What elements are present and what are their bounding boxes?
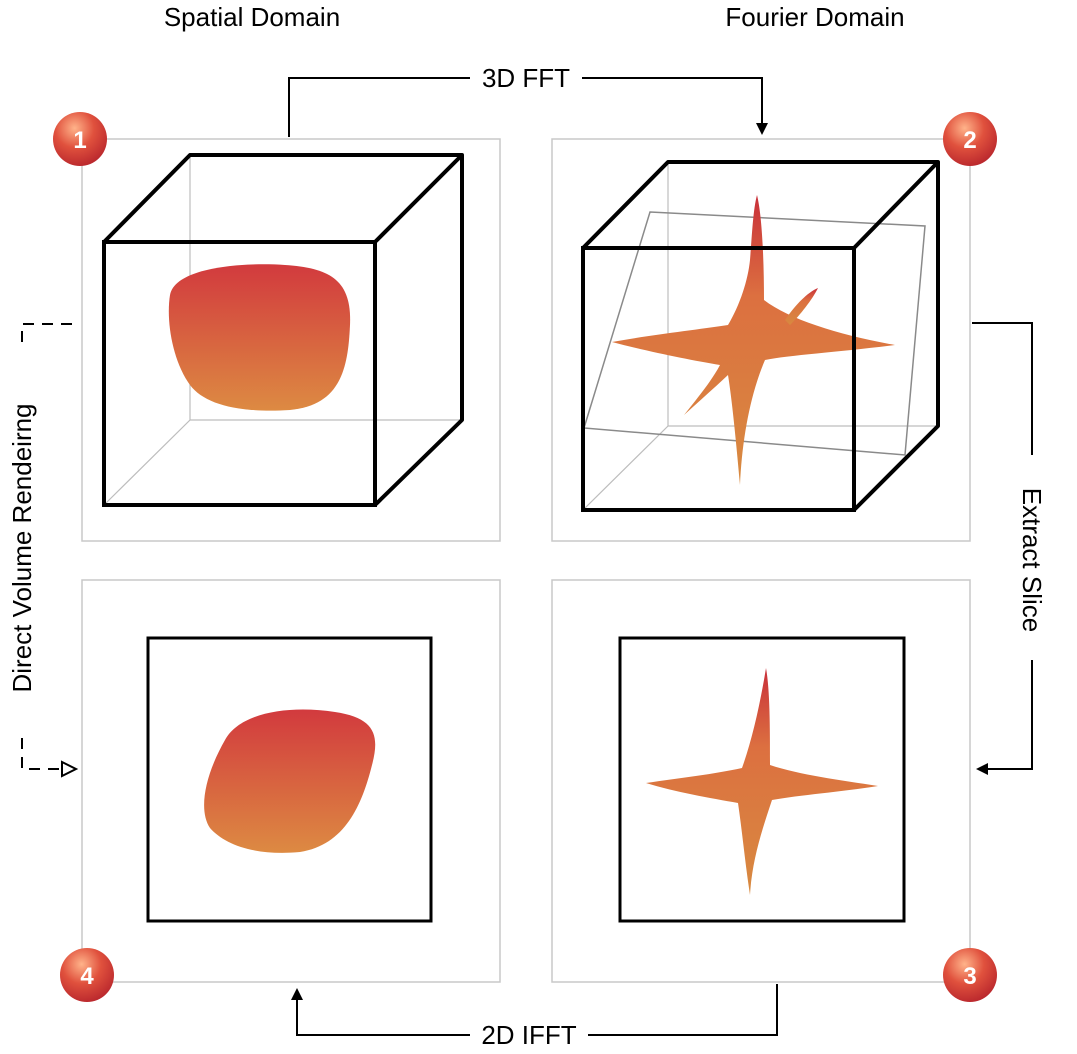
spatial-image-blob (204, 709, 376, 853)
step-badge-1: 1 (53, 112, 107, 166)
ifft2d-arrow (297, 984, 778, 1036)
direct-volume-rendering-arrow (21, 323, 72, 770)
spatial-volume-blob (168, 264, 351, 411)
step-badge-4: 4 (60, 948, 114, 1002)
direct-volume-rendering-label: Direct Volume Rendeirng (7, 403, 37, 692)
panel-1-frame (81, 138, 501, 542)
step-badge-3: 3 (943, 948, 997, 1002)
fourier-slice-panel (618, 636, 906, 923)
step-badge-2: 2 (943, 112, 997, 166)
panel-3-frame (551, 579, 971, 983)
spatial-domain-header: Spatial Domain (164, 2, 340, 32)
fourier-volume-star (612, 195, 895, 485)
step-number-4: 4 (80, 963, 94, 990)
spatial-volume-cube (102, 153, 464, 507)
fft3d-arrow (288, 77, 762, 137)
ifft2d-label: 2D IFFT (481, 1020, 576, 1050)
direct-volume-rendering-arrowhead (61, 760, 79, 778)
slice-plane (583, 211, 926, 456)
step-number-1: 1 (73, 127, 86, 154)
fft3d-label: 3D FFT (482, 63, 570, 93)
step-number-2: 2 (963, 127, 976, 154)
fourier-volume-cube (581, 160, 940, 512)
step-number-3: 3 (963, 963, 976, 990)
spatial-image-panel (146, 636, 433, 923)
extract-slice-arrow (972, 322, 1033, 769)
fourier-domain-header: Fourier Domain (725, 2, 904, 32)
extract-slice-label: Extract Slice (1017, 488, 1047, 633)
fourier-slice-star (646, 668, 878, 895)
